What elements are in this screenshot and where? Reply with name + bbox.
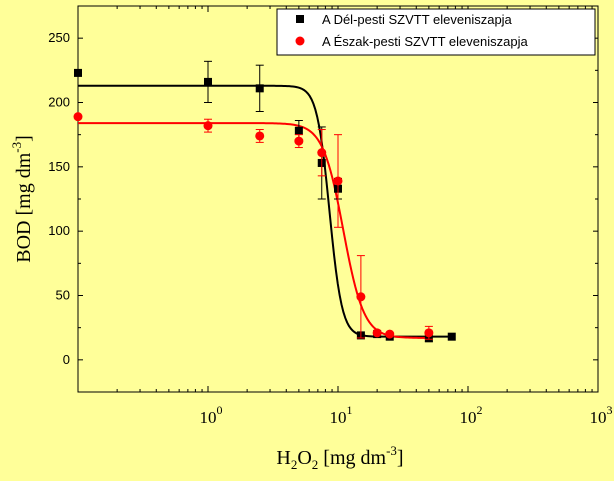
data-point (424, 328, 434, 338)
data-point (333, 176, 343, 186)
data-point (356, 292, 366, 302)
fit-curves (78, 84, 452, 339)
y-tick-label: 0 (63, 352, 70, 367)
legend: A Dél-pesti SZVTT eleveniszapja A Észak-… (276, 8, 596, 56)
x-tick-label: 101 (330, 403, 353, 427)
data-point (255, 131, 265, 141)
y-tick-label: 200 (48, 95, 70, 110)
data-point (447, 332, 456, 341)
data-point (203, 121, 213, 131)
y-tick-label: 250 (48, 30, 70, 45)
y-axis: 0 50 100 150 200 250 (48, 30, 598, 367)
y-tick-label: 150 (48, 159, 70, 174)
legend-marker-del-pesti (296, 15, 304, 23)
x-tick-label: 100 (200, 403, 223, 427)
data-point (204, 77, 212, 86)
data-point (385, 329, 395, 339)
data-point (73, 112, 83, 122)
legend-marker-eszak-pesti (295, 36, 305, 46)
legend-label-del-pesti: A Dél-pesti SZVTT eleveniszapja (322, 12, 513, 27)
x-tick-label: 102 (460, 403, 483, 427)
y-axis-label: BOD [mg dm-3] (9, 135, 35, 263)
x-axis-label: H2O2 [mg dm-3] (276, 443, 403, 472)
y-tick-label: 50 (56, 288, 70, 303)
legend-label-eszak-pesti: A Észak-pesti SZVTT eleveniszapja (322, 34, 528, 49)
x-tick-label: 103 (590, 403, 613, 427)
legend-box (276, 8, 596, 56)
x-axis: 100 101 102 103 (116, 6, 613, 427)
data-point (372, 328, 382, 338)
data-point (74, 68, 82, 77)
data-point (294, 126, 303, 135)
data-points (73, 60, 456, 343)
data-point (255, 84, 264, 93)
data-point (317, 148, 327, 158)
fit-curve (78, 122, 429, 339)
y-tick-label: 100 (48, 223, 70, 238)
data-point (294, 136, 304, 146)
